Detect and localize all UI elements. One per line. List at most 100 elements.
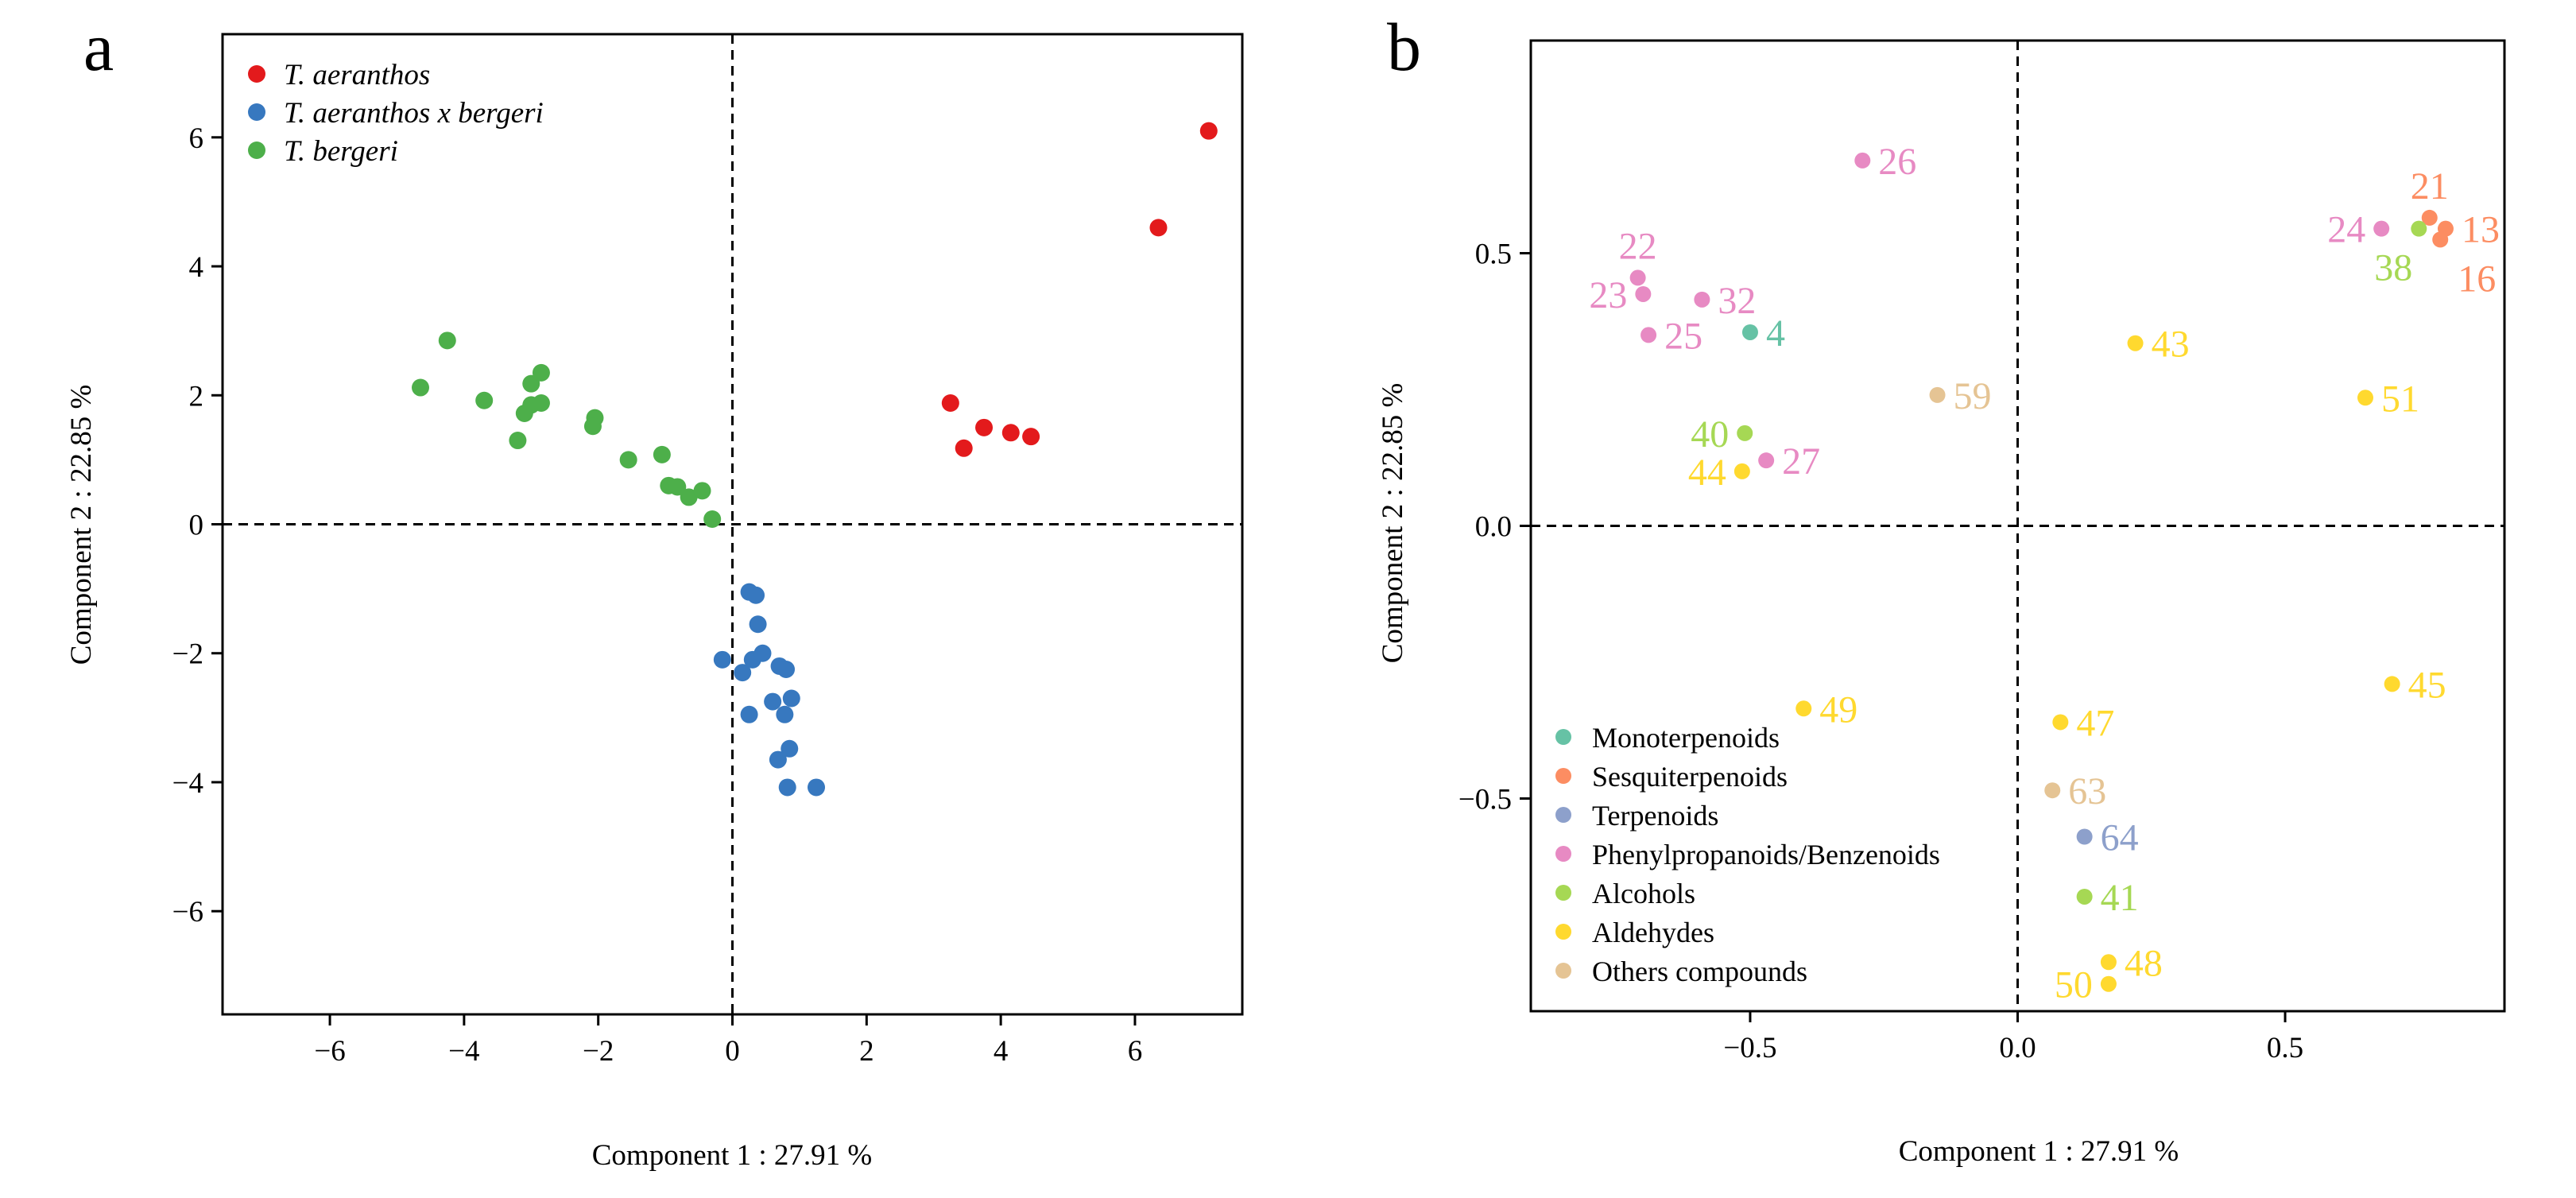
panel-a-x-tick-label: 4 bbox=[994, 1035, 1009, 1068]
panel-a-y-tick-label: −2 bbox=[172, 638, 203, 671]
panel-a-x-tick-label: −4 bbox=[448, 1035, 479, 1068]
panel-a-point bbox=[680, 488, 698, 506]
panel-b-point-label: 32 bbox=[1718, 280, 1756, 322]
panel-a-x-tick-label: 2 bbox=[859, 1035, 874, 1068]
panel-a-y-axis-label: Component 2 : 22.85 % bbox=[65, 385, 98, 665]
panel-a-point bbox=[412, 378, 430, 397]
panel-b-legend-label: Alcohols bbox=[1592, 878, 1695, 909]
panel-b-point-label: 27 bbox=[1782, 440, 1820, 483]
panel-b-x-axis-label: Component 1 : 27.91 % bbox=[1899, 1135, 2179, 1168]
panel-a-point bbox=[808, 778, 826, 797]
panel-b-legend-marker bbox=[1555, 729, 1571, 745]
panel-a-point bbox=[1149, 219, 1168, 237]
panel-b-point-label: 59 bbox=[1954, 375, 1992, 417]
panel-a-point bbox=[769, 750, 787, 769]
panel-a-point bbox=[782, 689, 800, 708]
panel-b-point bbox=[2052, 714, 2069, 731]
panel-a-point bbox=[747, 586, 765, 604]
panel-a-point bbox=[777, 661, 796, 679]
panel-b-legend-marker bbox=[1555, 768, 1571, 784]
panel-b-point bbox=[2100, 954, 2117, 971]
panel-b-point-label: 16 bbox=[2458, 258, 2496, 300]
panel-a-point bbox=[438, 331, 456, 350]
panel-a-point bbox=[781, 739, 799, 758]
panel-b-point-label: 49 bbox=[1819, 688, 1857, 731]
panel-a-point bbox=[764, 692, 782, 711]
panel-a-x-tick-label: 0 bbox=[725, 1035, 740, 1068]
panel-a-legend-label: T. bergeri bbox=[284, 135, 398, 168]
panel-a-legend: T. aeranthos T. aeranthos x bergeri T. ber… bbox=[248, 59, 544, 168]
panel-a-point bbox=[975, 418, 994, 436]
panel-b-point bbox=[1795, 700, 1812, 717]
panel-a-legend-label: T. aeranthos bbox=[284, 59, 430, 91]
panel-b-legend-marker bbox=[1555, 885, 1571, 901]
panel-b-legend: Monoterpenoids Sesquiterpenoids Terpenoids… bbox=[1555, 722, 1940, 987]
panel-a-point bbox=[532, 363, 550, 382]
panel-a-point bbox=[1001, 424, 1020, 442]
panel-b-point-label: 25 bbox=[1664, 315, 1702, 357]
panel-a-point bbox=[619, 451, 637, 469]
panel-b-point bbox=[2044, 782, 2061, 799]
panel-b-point-label: 4 bbox=[1766, 312, 1785, 355]
panel-b-point-label: 64 bbox=[2101, 816, 2139, 859]
panel-b-point-label: 41 bbox=[2101, 877, 2139, 919]
panel-a-legend-marker bbox=[248, 65, 265, 83]
panel-a-x-tick-label: −6 bbox=[314, 1035, 345, 1068]
panel-b-point bbox=[1629, 269, 1646, 286]
panel-a-points bbox=[412, 122, 1218, 797]
panel-a-point bbox=[778, 778, 796, 797]
panel-a-point bbox=[734, 664, 752, 682]
panel-b-point-label: 24 bbox=[2327, 209, 2365, 251]
panel-b-point bbox=[2100, 975, 2117, 992]
panel-b-point-label: 13 bbox=[2462, 209, 2500, 251]
panel-b-legend-marker bbox=[1555, 924, 1571, 940]
panel-a-y-tick-label: −6 bbox=[172, 896, 203, 929]
panel-b-point-label: 63 bbox=[2068, 770, 2106, 812]
panel-b-legend-marker bbox=[1555, 807, 1571, 823]
panel-b-point bbox=[2127, 335, 2144, 351]
panel-a-x-axis-label: Component 1 : 27.91 % bbox=[592, 1139, 873, 1172]
panel-a-point bbox=[668, 478, 687, 496]
panel-b-point-label: 44 bbox=[1688, 452, 1726, 494]
panel-a-x-ticks: −6 −4 −2 0 2 4 6 bbox=[314, 1014, 1142, 1068]
panel-b-y-tick-label: 0.0 bbox=[1475, 511, 1512, 544]
panel-b-point-label: 48 bbox=[2125, 942, 2163, 984]
panel-b-point bbox=[2432, 231, 2449, 248]
panel-b-point bbox=[2076, 888, 2093, 905]
panel-b-point-label: 22 bbox=[1619, 225, 1657, 267]
panel-a-point bbox=[753, 644, 772, 662]
panel-b-y-axis-label: Component 2 : 22.85 % bbox=[1377, 383, 1409, 664]
panel-a-y-tick-label: 4 bbox=[189, 251, 204, 284]
panel-b-y-tick-label: −0.5 bbox=[1458, 783, 1512, 816]
panel-a-y-tick-label: −4 bbox=[172, 767, 203, 800]
panel-a-y-tick-label: 0 bbox=[189, 510, 204, 542]
panel-b-point bbox=[1641, 327, 1657, 343]
panel-b-point-label: 50 bbox=[2055, 964, 2093, 1006]
panel-b-legend-label: Others compounds bbox=[1592, 956, 1807, 987]
panel-b-point bbox=[2411, 220, 2427, 237]
panel-a-y-tick-label: 6 bbox=[189, 122, 204, 155]
panel-b-legend-label: Sesquiterpenoids bbox=[1592, 761, 1788, 793]
panel-a-point bbox=[740, 705, 758, 723]
panel-b-point bbox=[1694, 291, 1710, 308]
panel-a-point bbox=[713, 650, 731, 669]
panel-b-legend-label: Aldehydes bbox=[1592, 917, 1714, 948]
panel-b-point bbox=[2421, 209, 2438, 226]
panel-a-point bbox=[749, 615, 767, 634]
panel-b-point-label: 43 bbox=[2152, 324, 2190, 366]
panel-b-point bbox=[1854, 152, 1871, 169]
panel-a-y-tick-label: 2 bbox=[189, 380, 204, 413]
panel-b-point bbox=[2373, 220, 2390, 237]
panel-b-legend-marker bbox=[1555, 846, 1571, 862]
panel-b-point bbox=[2384, 676, 2400, 692]
panel-a-point bbox=[941, 394, 959, 412]
panel-b-point bbox=[1635, 285, 1652, 302]
panel-b-point bbox=[1733, 463, 1750, 479]
panel-b-legend-label: Monoterpenoids bbox=[1592, 722, 1780, 754]
panel-b-y-ticks: −0.5 0.0 0.5 bbox=[1458, 238, 1531, 816]
panel-b-letter: b bbox=[1387, 9, 1421, 85]
panel-a-point bbox=[475, 391, 494, 409]
